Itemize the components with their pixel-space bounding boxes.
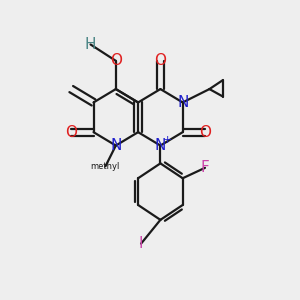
- Text: O: O: [199, 125, 211, 140]
- Text: H: H: [85, 37, 96, 52]
- Text: O: O: [65, 125, 77, 140]
- Text: N: N: [155, 138, 166, 153]
- Text: N: N: [177, 95, 188, 110]
- Text: F: F: [201, 160, 209, 175]
- Text: +: +: [163, 135, 172, 145]
- Text: N: N: [110, 138, 122, 153]
- Text: O: O: [110, 53, 122, 68]
- Text: O: O: [154, 53, 166, 68]
- Text: methyl: methyl: [91, 162, 120, 171]
- Text: I: I: [139, 236, 143, 251]
